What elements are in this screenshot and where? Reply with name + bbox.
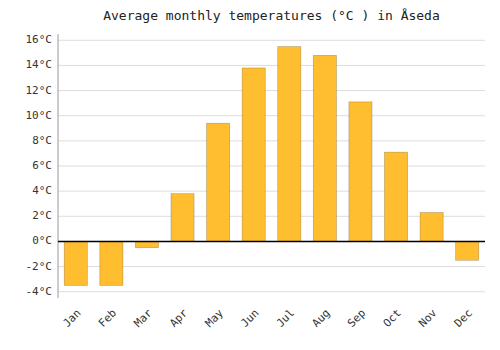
x-tick-label: Aug: [309, 307, 332, 330]
bar: [384, 152, 407, 241]
x-tick-label: Feb: [96, 307, 119, 330]
grid-line: [58, 140, 485, 141]
chart-container: -4°C -2°C 0°C 2°C 4°C 6°C 8°C 10°C 12°C 14°C 16°C J…: [0, 0, 500, 350]
x-tick-label: May: [203, 306, 227, 330]
grid-line: [58, 40, 485, 41]
grid-line: [58, 166, 485, 167]
y-axis: -4°C -2°C 0°C 2°C 4°C 6°C 8°C 10°C 12°C 14°C 16°C: [26, 33, 59, 298]
x-tick-label: Jan: [60, 307, 83, 330]
bar: [242, 68, 265, 241]
y-tick-label: 16°C: [26, 33, 53, 46]
y-tick-label: 14°C: [26, 58, 53, 71]
x-tick-label: Mar: [131, 306, 155, 330]
x-tick-label: Jun: [238, 307, 261, 330]
bar: [349, 102, 372, 242]
y-tick-label: 2°C: [32, 209, 52, 222]
chart: -4°C -2°C 0°C 2°C 4°C 6°C 8°C 10°C 12°C 14°C 16°C J…: [0, 0, 500, 350]
bar: [171, 194, 194, 242]
y-tick-label: -2°C: [26, 260, 53, 273]
bar: [420, 213, 443, 242]
y-tick-label: -4°C: [26, 285, 53, 298]
y-tick-label: 12°C: [26, 84, 53, 97]
y-tick-label: 6°C: [32, 159, 52, 172]
grid-line: [58, 241, 485, 242]
bar: [100, 241, 123, 285]
x-tick-label: Nov: [416, 306, 440, 330]
bar: [207, 123, 230, 241]
y-tick-label: 4°C: [32, 184, 52, 197]
bar: [135, 241, 158, 247]
x-tick-label: Sep: [345, 307, 368, 330]
baseline: [58, 241, 485, 243]
bar: [456, 241, 479, 260]
bars: [58, 47, 485, 286]
bar: [278, 47, 301, 242]
x-tick-label: Oct: [381, 307, 404, 330]
grid-line: [58, 291, 485, 292]
x-tick-label: Dec: [452, 307, 475, 330]
title: Average monthly temperatures (°C ) in Ås…: [103, 8, 440, 23]
y-tick-label: 8°C: [32, 134, 52, 147]
grid-line: [58, 65, 485, 66]
grid-line: [58, 90, 485, 91]
y-tick-label: 0°C: [32, 234, 52, 247]
x-axis: Jan Feb Mar Apr May Jun Jul Aug Sep Oct Nov Dec: [60, 306, 475, 330]
bar: [64, 241, 87, 285]
grid: [58, 40, 485, 291]
y-tick-label: 10°C: [26, 109, 53, 122]
grid-line: [58, 115, 485, 116]
grid-line: [58, 191, 485, 192]
y-axis-line: [58, 34, 59, 298]
x-tick-label: Apr: [167, 306, 191, 330]
x-tick-label: Jul: [274, 307, 297, 330]
bar: [313, 55, 336, 241]
